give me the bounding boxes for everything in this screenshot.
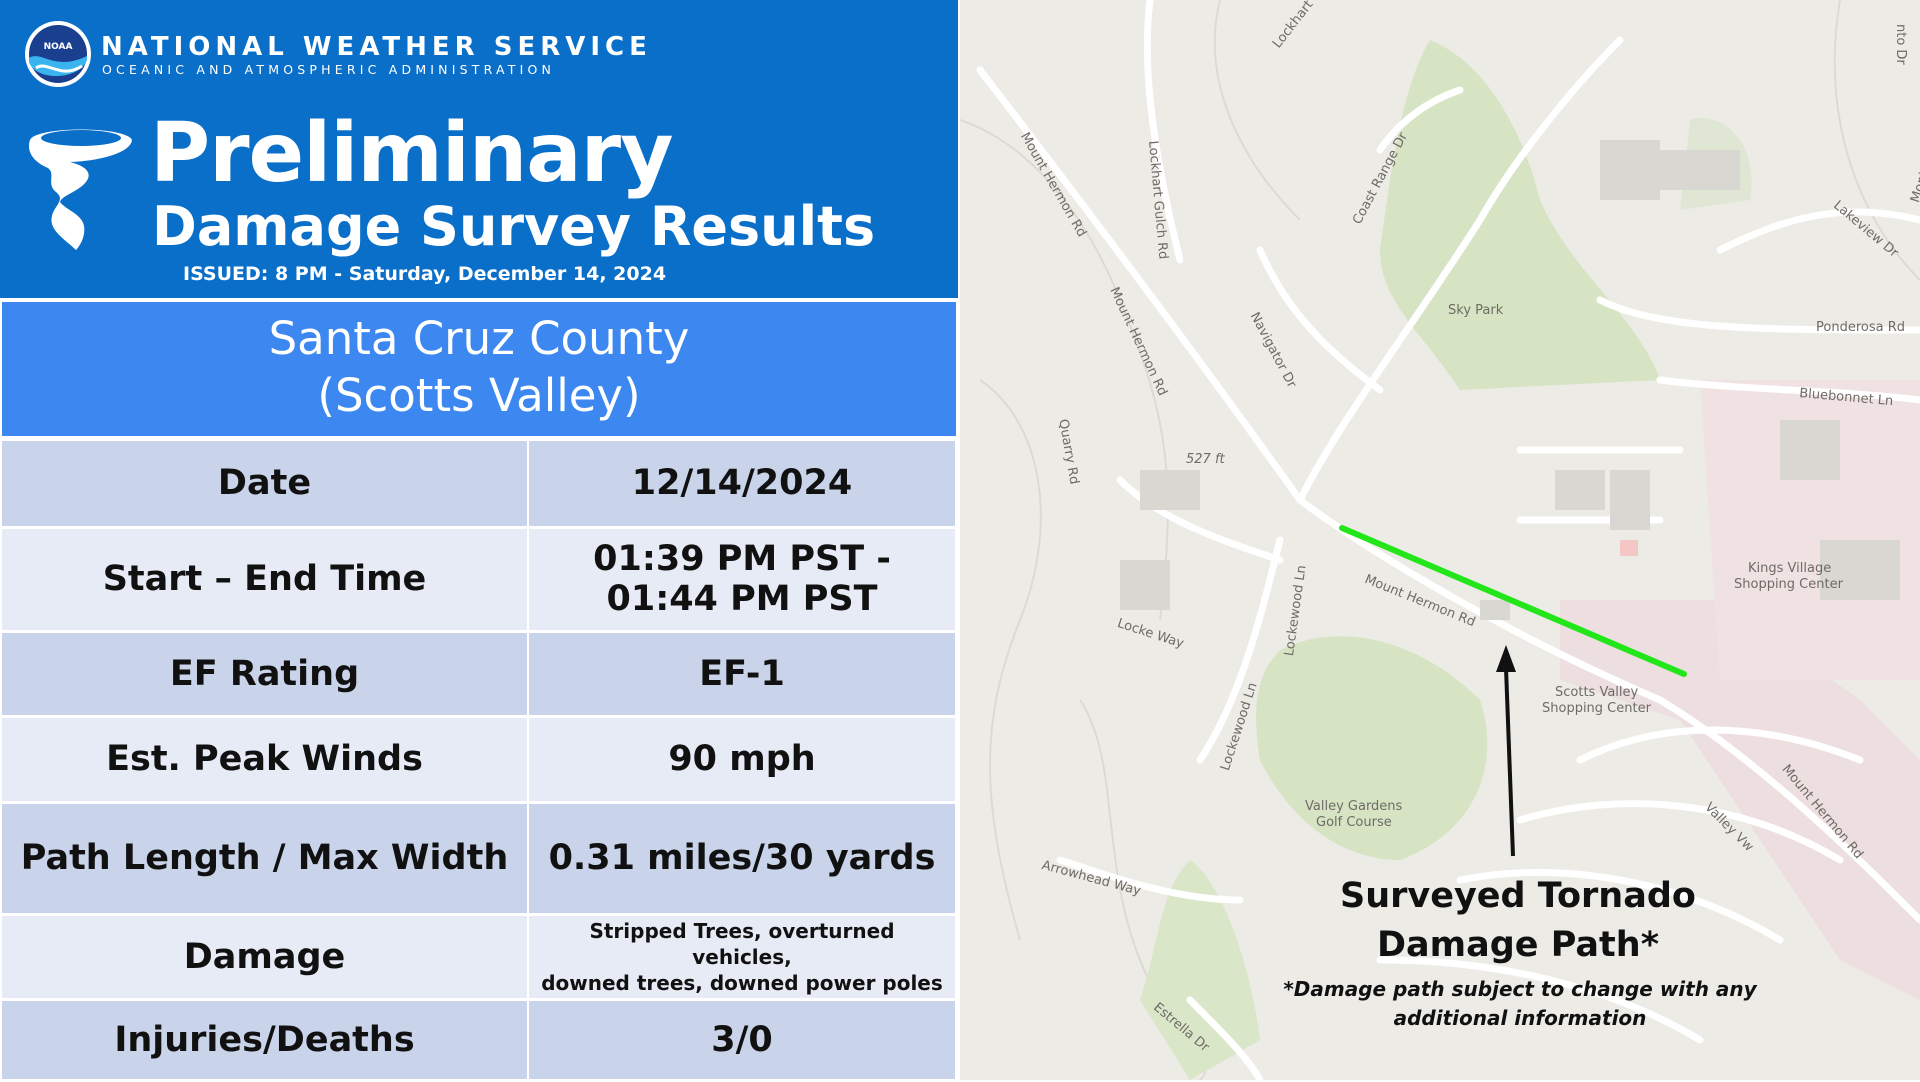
city-name: (Scotts Valley) — [317, 369, 641, 422]
county-name: Santa Cruz County — [268, 312, 690, 365]
path-value: 0.31 miles/30 yards — [528, 802, 957, 916]
injuries-label: Injuries/Deaths — [2, 999, 529, 1082]
annotation-note: *Damage path subject to change with any … — [1283, 977, 1757, 1030]
location-heading: Santa Cruz County (Scotts Valley) — [2, 302, 956, 436]
golf-course-area — [1256, 636, 1488, 860]
map-label-valley-gardens: Valley Gardens — [1305, 799, 1403, 814]
info-panel: NOAA NATIONAL WEATHER SERVICE OCEANIC AN… — [0, 0, 960, 1082]
date-label: Date — [2, 441, 529, 529]
table-row: Start – End Time 01:39 PM PST - 01:44 PM… — [2, 527, 957, 633]
building-footprints — [1120, 140, 1900, 620]
end-time: 01:44 PM PST — [606, 579, 878, 619]
building-footprint — [1620, 540, 1638, 556]
tornado-damage-path — [1339, 525, 1687, 677]
street-network — [976, 0, 1920, 1080]
table-row: Path Length / Max Width 0.31 miles/30 ya… — [2, 802, 957, 916]
damage-value-line2: downed trees, downed power poles — [541, 970, 943, 995]
map-label-golf-course: Golf Course — [1316, 815, 1392, 830]
path-label: Path Length / Max Width — [2, 802, 529, 916]
shopping-center-area — [1560, 600, 1920, 1000]
map-label-sky-park: Sky Park — [1448, 303, 1504, 318]
start-time: 01:39 PM PST - — [593, 539, 891, 579]
damage-value: Stripped Trees, overturned vehicles, dow… — [528, 914, 957, 1001]
green-area — [1140, 860, 1260, 1080]
map-label-kings-village: Kings Village — [1748, 561, 1832, 576]
damage-map: Lockhart Gulch Rd Mount Hermon Rd Lockha… — [960, 0, 1920, 1080]
annotation-title: Surveyed Tornado Damage Path* — [1318, 872, 1718, 970]
date-value: 12/14/2024 — [528, 441, 957, 529]
map-label-ponderosa-rd: Ponderosa Rd — [1816, 320, 1905, 335]
issued-date: ISSUED: 8 PM - Saturday, December 14, 20… — [183, 263, 667, 285]
map-label-scotts-valley-shopping-center: Shopping Center — [1542, 701, 1651, 716]
table-row: Injuries/Deaths 3/0 — [2, 999, 957, 1082]
map-canvas — [960, 0, 1920, 1080]
map-label-kings-village-shopping-center: Shopping Center — [1734, 577, 1843, 592]
annotation-title-line2: Damage Path* — [1376, 925, 1660, 965]
peak-winds-label: Est. Peak Winds — [2, 716, 529, 804]
table-row: Damage Stripped Trees, overturned vehicl… — [2, 914, 957, 1001]
agency-name: NATIONAL WEATHER SERVICE — [101, 32, 652, 62]
ef-rating-value: EF-1 — [528, 631, 957, 718]
map-label-elevation: 527 ft — [1186, 452, 1225, 467]
damage-value-line1: Stripped Trees, overturned vehicles, — [589, 918, 895, 969]
svg-text:NOAA: NOAA — [44, 42, 73, 52]
agency-subtitle: OCEANIC AND ATMOSPHERIC ADMINISTRATION — [102, 62, 556, 77]
map-label-scotts-valley: Scotts Valley — [1555, 685, 1639, 700]
time-label: Start – End Time — [2, 527, 529, 633]
map-label-edge-road: nto Dr — [1893, 24, 1908, 65]
annotation-arrow — [1504, 667, 1515, 857]
table-row: Est. Peak Winds 90 mph — [2, 716, 957, 804]
sky-park-area — [1380, 40, 1660, 390]
table-row: Date 12/14/2024 — [2, 441, 957, 529]
ef-rating-label: EF Rating — [2, 631, 529, 718]
header-banner: NOAA NATIONAL WEATHER SERVICE OCEANIC AN… — [0, 0, 958, 298]
damage-label: Damage — [2, 914, 529, 1001]
arrow-head — [1496, 645, 1516, 672]
title-damage-survey: Damage Survey Results — [152, 195, 876, 258]
kings-village-area — [1700, 380, 1920, 680]
time-value: 01:39 PM PST - 01:44 PM PST — [528, 527, 957, 633]
survey-results-table: Date 12/14/2024 Start – End Time 01:39 P… — [2, 441, 957, 1082]
peak-winds-value: 90 mph — [528, 716, 957, 804]
table-row: EF Rating EF-1 — [2, 631, 957, 718]
title-preliminary: Preliminary — [150, 106, 674, 201]
annotation-title-line1: Surveyed Tornado — [1340, 876, 1696, 916]
noaa-logo: NOAA — [25, 21, 91, 87]
injuries-value: 3/0 — [528, 999, 957, 1082]
tornado-icon — [28, 129, 133, 250]
